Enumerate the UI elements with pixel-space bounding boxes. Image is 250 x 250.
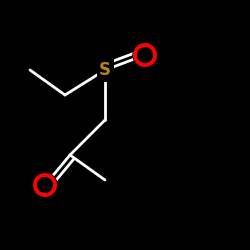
Circle shape <box>38 178 52 192</box>
Circle shape <box>138 48 152 62</box>
Text: S: S <box>99 61 111 79</box>
Circle shape <box>133 43 157 67</box>
Circle shape <box>33 173 57 197</box>
